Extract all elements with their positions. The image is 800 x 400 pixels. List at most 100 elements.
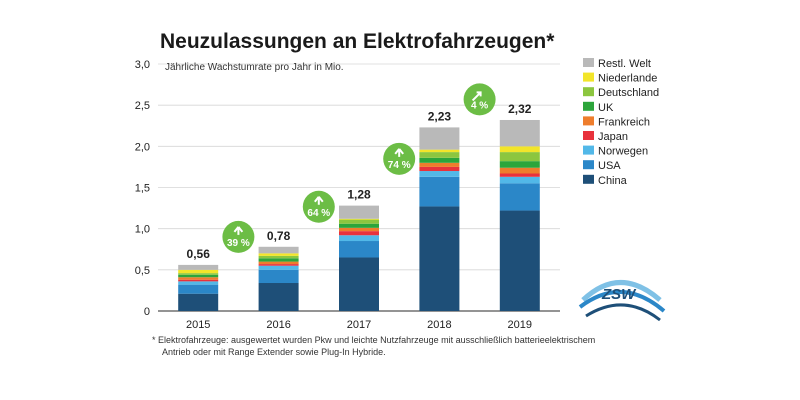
growth-badge-circle bbox=[463, 83, 496, 116]
legend-swatch bbox=[583, 160, 594, 170]
bar-segment-restl-welt bbox=[339, 205, 379, 219]
bar-segment-china bbox=[178, 293, 219, 311]
bar-segment-deutschland bbox=[258, 255, 299, 259]
legend-label: Frankreich bbox=[598, 116, 650, 128]
bar-segment-usa bbox=[419, 176, 460, 207]
growth-badge: 4 % bbox=[463, 83, 496, 116]
legend-swatch bbox=[583, 174, 594, 184]
bar-segment-frankreich bbox=[339, 227, 379, 232]
x-tick-label: 2016 bbox=[266, 319, 290, 331]
growth-badge-circle bbox=[222, 220, 255, 253]
bar-segment-japan bbox=[499, 173, 540, 177]
bar-segment-japan bbox=[178, 279, 219, 282]
bar-segment-usa bbox=[258, 269, 299, 284]
bar-segment-norwegen bbox=[499, 176, 540, 184]
bar-segment-niederlande bbox=[419, 149, 460, 153]
legend-swatch bbox=[583, 131, 594, 140]
legend-swatch bbox=[583, 116, 594, 126]
legend-label: Restl. Welt bbox=[598, 58, 651, 70]
legend-label: UK bbox=[598, 102, 614, 114]
x-tick-label: 2015 bbox=[186, 319, 210, 331]
bar-segment-usa bbox=[499, 183, 540, 211]
bar-segment-uk bbox=[258, 258, 299, 262]
logo-text: ZSW bbox=[601, 286, 637, 303]
bar-segment-restl-welt bbox=[499, 119, 540, 147]
y-tick-label: 0 bbox=[144, 306, 150, 318]
bar-segment-deutschland bbox=[499, 152, 540, 162]
logo-wave-top bbox=[581, 280, 662, 302]
growth-badge: 74 % bbox=[383, 142, 416, 175]
bar-segment-restl-welt bbox=[419, 127, 460, 150]
bar-segment-norwegen bbox=[419, 171, 460, 177]
growth-badges: 39 % 64 % 74 % 4 % bbox=[222, 83, 496, 253]
legend-label: Deutschland bbox=[598, 87, 659, 99]
footnote-line-1: * Elektrofahrzeuge: ausgewertet wurden P… bbox=[152, 335, 596, 345]
bar-segment-deutschland bbox=[339, 219, 379, 224]
y-tick-label: 2,5 bbox=[135, 100, 150, 112]
bar-segment-norwegen bbox=[339, 235, 379, 242]
bar-segment-uk bbox=[419, 157, 460, 163]
bar-segment-restl-welt bbox=[258, 246, 299, 254]
chart-title: Neuzulassungen an Elektrofahrzeugen* bbox=[160, 30, 555, 53]
bar-segment-deutschland bbox=[419, 152, 460, 158]
bar-total-label: 0,78 bbox=[267, 229, 291, 243]
bar-segment-norwegen bbox=[258, 265, 299, 270]
bar-segment-niederlande bbox=[258, 253, 299, 256]
legend-label: Norwegen bbox=[598, 146, 648, 158]
y-tick-label: 2,0 bbox=[135, 141, 150, 153]
legend-swatch bbox=[583, 101, 594, 111]
growth-badge: 64 % bbox=[302, 190, 335, 223]
logo-wave-mid bbox=[578, 289, 666, 313]
bar-total-label: 1,28 bbox=[347, 188, 371, 202]
bar-segment-frankreich bbox=[419, 162, 460, 167]
bar-segment-deutschland bbox=[178, 273, 219, 275]
arrow-up-icon bbox=[233, 226, 244, 235]
bar-segment-norwegen bbox=[178, 281, 219, 285]
bar-total-label: 2,32 bbox=[508, 102, 532, 116]
bars bbox=[178, 119, 540, 311]
footnote-line-2: Antrieb oder mit Range Extender sowie Pl… bbox=[162, 347, 386, 357]
bar-segment-niederlande bbox=[178, 269, 219, 274]
growth-badge: 39 % bbox=[222, 220, 255, 253]
bar-totals: 0,56 0,78 1,28 2,23 2,32 bbox=[187, 102, 532, 261]
growth-badge-label: 39 % bbox=[227, 238, 250, 249]
bar-segment-frankreich bbox=[499, 167, 540, 174]
bar-segment-china bbox=[258, 283, 299, 311]
legend-swatch bbox=[583, 58, 594, 67]
logo-wave-bottom bbox=[585, 303, 661, 322]
legend-label: Niederlande bbox=[598, 73, 657, 85]
arrow-up-right-icon bbox=[471, 91, 482, 102]
y-tick-label: 1,0 bbox=[135, 224, 150, 236]
x-tick-label: 2018 bbox=[427, 319, 451, 331]
bar-segment-niederlande bbox=[499, 146, 540, 153]
zsw-logo: ZSW bbox=[578, 280, 666, 322]
legend: Restl. Welt Niederlande Deutschland UK Frank… bbox=[583, 58, 659, 187]
bar-segment-usa bbox=[178, 284, 219, 294]
legend-label: USA bbox=[598, 160, 621, 172]
bar-segment-china bbox=[499, 210, 540, 311]
bar-segment-uk bbox=[339, 223, 379, 228]
growth-badge-label: 4 % bbox=[471, 100, 488, 111]
bar-segment-china bbox=[339, 257, 379, 311]
legend-swatch bbox=[583, 145, 594, 155]
growth-badge-circle bbox=[302, 190, 335, 223]
legend-label: China bbox=[598, 175, 628, 187]
x-tick-label: 2017 bbox=[347, 319, 371, 331]
bar-segment-japan bbox=[419, 166, 460, 172]
growth-badge-label: 64 % bbox=[307, 208, 330, 219]
bar-segment-frankreich bbox=[178, 277, 219, 280]
x-tick-label: 2019 bbox=[508, 319, 532, 331]
x-axis-ticks: 2015 2016 2017 2018 2019 bbox=[186, 319, 532, 331]
bar-segment-restl-welt bbox=[178, 264, 219, 270]
y-tick-label: 0,5 bbox=[135, 265, 150, 277]
bar-segment-usa bbox=[339, 241, 379, 258]
arrow-up-icon bbox=[314, 196, 324, 205]
legend-swatch bbox=[583, 72, 594, 82]
y-tick-label: 3,0 bbox=[135, 59, 150, 71]
bar-total-label: 0,56 bbox=[187, 247, 211, 261]
footnote: * Elektrofahrzeuge: ausgewertet wurden P… bbox=[152, 334, 652, 358]
bar-total-label: 2,23 bbox=[428, 109, 452, 123]
legend-label: Japan bbox=[598, 131, 628, 143]
